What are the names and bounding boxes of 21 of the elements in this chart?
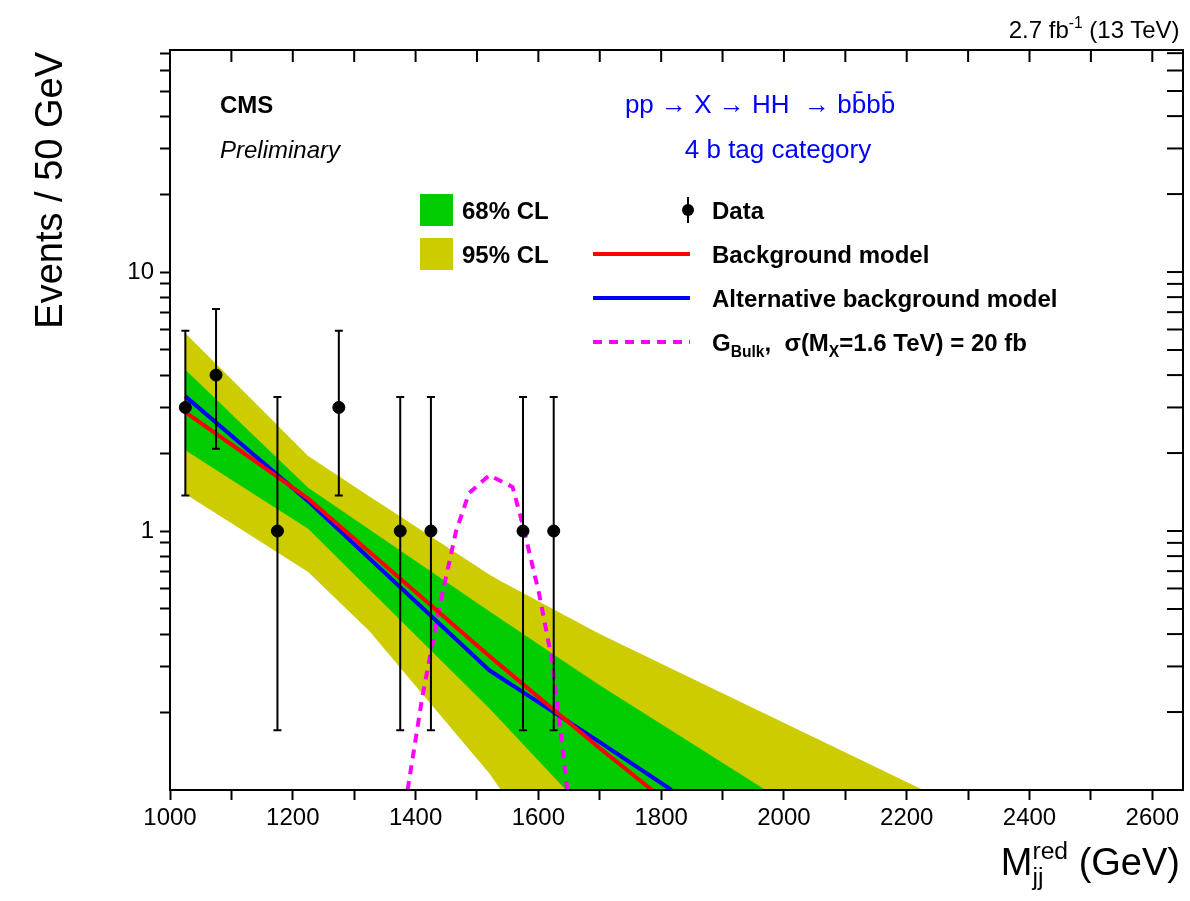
legend-label: 68% CL <box>462 197 549 224</box>
x-tick-label: 1600 <box>511 803 566 831</box>
legend-label: Alternative background model <box>712 285 1058 312</box>
annotation: CMS <box>220 91 274 118</box>
x-tick-label: 2200 <box>880 803 934 831</box>
y-tick-label: 10 <box>127 256 154 284</box>
x-tick-label: 1400 <box>388 803 443 831</box>
y-axis-title: Events / 50 GeV <box>28 51 70 329</box>
annotation: pp → X → HH → bb̄bb̄ <box>624 89 896 119</box>
x-tick-label: 2000 <box>757 803 811 831</box>
annotation: Preliminary <box>220 136 343 163</box>
legend-label: Background model <box>712 241 930 268</box>
legend-label: Data <box>712 197 765 224</box>
x-tick-label: 2400 <box>1002 803 1057 831</box>
x-tick-label: 1200 <box>266 803 320 831</box>
x-tick-label: 1800 <box>634 803 688 831</box>
y-tick-label: 1 <box>140 515 154 543</box>
x-tick-label: 1000 <box>143 803 197 831</box>
legend-label: 95% CL <box>462 241 549 268</box>
x-tick-label: 2600 <box>1125 803 1179 831</box>
annotation: 4 b tag category <box>684 134 872 164</box>
